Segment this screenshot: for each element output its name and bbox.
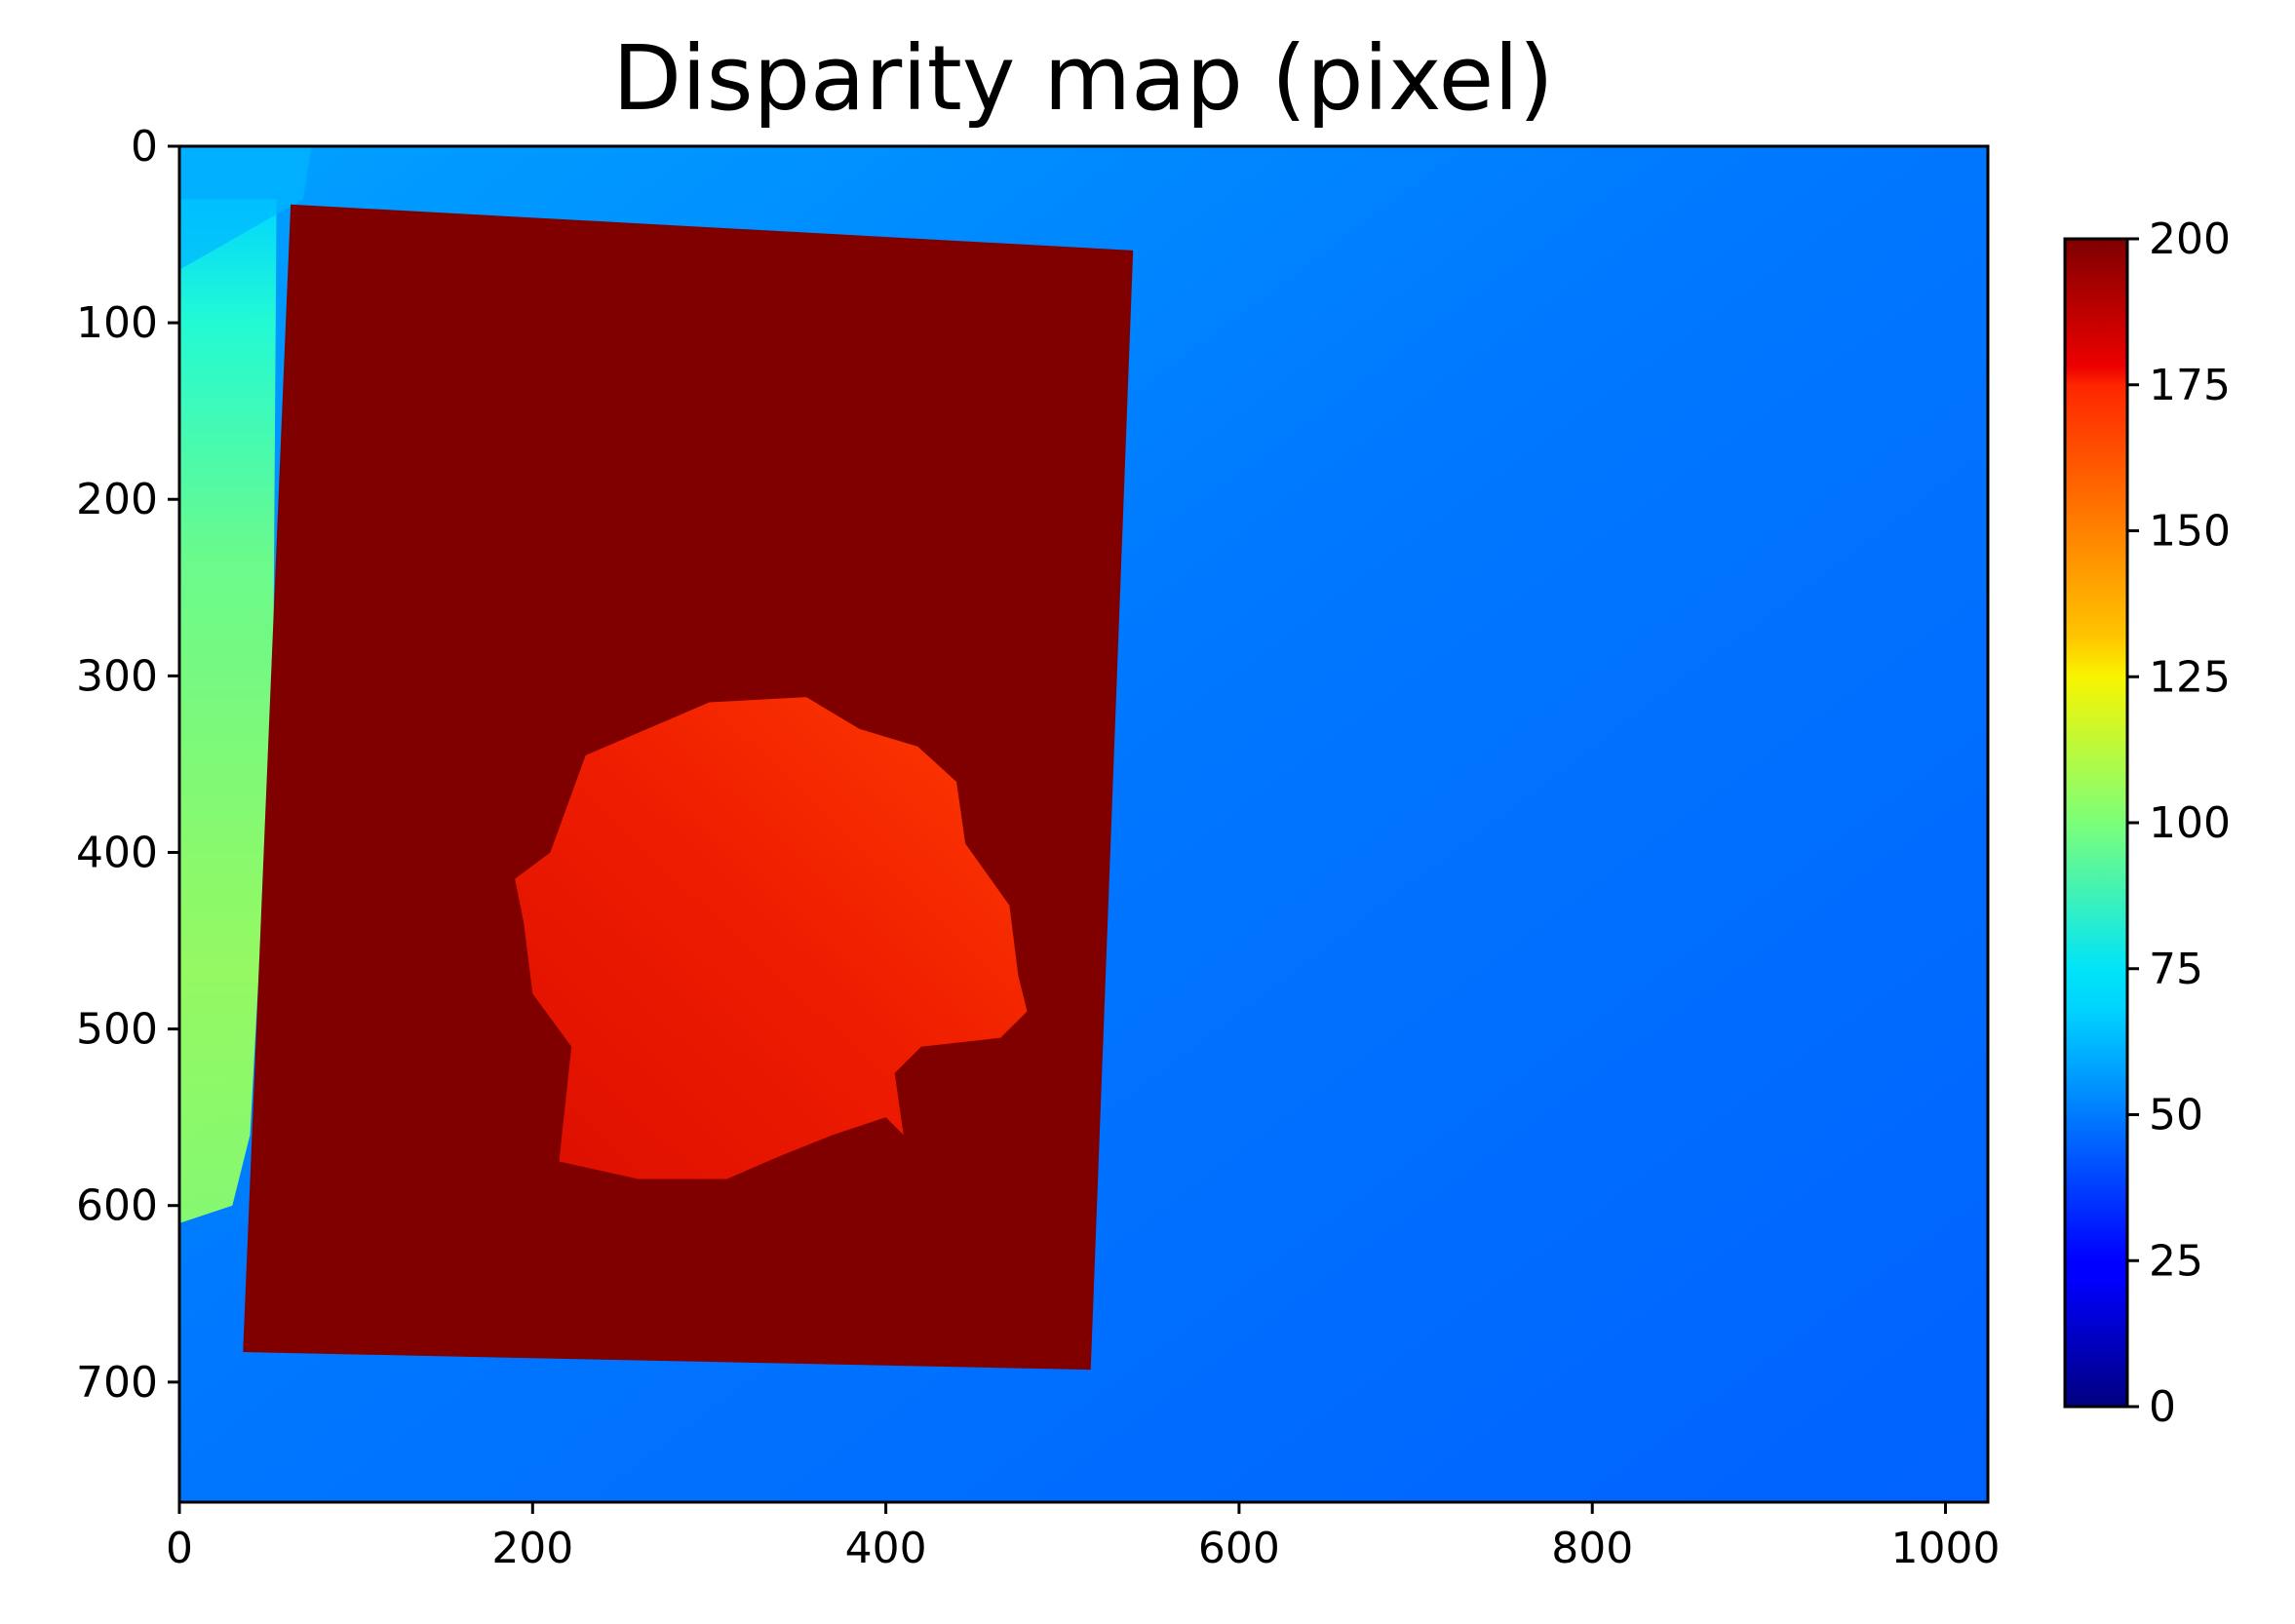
heatmap-top-left-cyan xyxy=(179,146,312,270)
colorbar-tick-label: 25 xyxy=(2149,1236,2203,1286)
y-axis: 0 100 200 300 400 500 600 700 xyxy=(76,122,179,1408)
colorbar-tick-label: 125 xyxy=(2149,652,2231,702)
x-tick-label: 0 xyxy=(166,1524,193,1573)
colorbar-tick-label: 150 xyxy=(2149,507,2231,557)
x-tick-label: 800 xyxy=(1551,1524,1633,1573)
x-tick-label: 600 xyxy=(1198,1524,1280,1573)
colorbar-tick-label: 200 xyxy=(2149,214,2231,264)
y-tick-label: 0 xyxy=(131,122,158,172)
x-axis: 0 200 400 600 800 1000 xyxy=(166,1502,2001,1573)
y-tick-label: 300 xyxy=(76,651,158,701)
colorbar-tick-label: 0 xyxy=(2149,1382,2176,1432)
plot-frame xyxy=(177,144,1990,1504)
heatmap-left-band xyxy=(179,199,277,1223)
colorbar-tick-label: 100 xyxy=(2149,798,2231,848)
heatmap-plot-area xyxy=(179,146,1988,1502)
colorbar-tick-label: 75 xyxy=(2149,945,2203,994)
y-tick-label: 100 xyxy=(76,298,158,348)
colorbar-tick-label: 175 xyxy=(2149,361,2231,410)
y-tick-label: 400 xyxy=(76,828,158,877)
y-tick-label: 600 xyxy=(76,1181,158,1231)
colorbar-tick-label: 50 xyxy=(2149,1091,2203,1141)
y-tick-label: 500 xyxy=(76,1005,158,1055)
heatmap-blob xyxy=(515,697,1028,1179)
colorbar: 0 25 50 75 100 125 150 175 200 xyxy=(2063,214,2231,1432)
y-tick-label: 700 xyxy=(76,1358,158,1408)
x-tick-label: 1000 xyxy=(1891,1524,2001,1573)
chart-title: Disparity map (pixel) xyxy=(612,26,1553,131)
y-tick-label: 200 xyxy=(76,475,158,524)
x-tick-label: 200 xyxy=(491,1524,573,1573)
colorbar-gradient xyxy=(2063,237,2129,1409)
x-tick-label: 400 xyxy=(845,1524,927,1573)
